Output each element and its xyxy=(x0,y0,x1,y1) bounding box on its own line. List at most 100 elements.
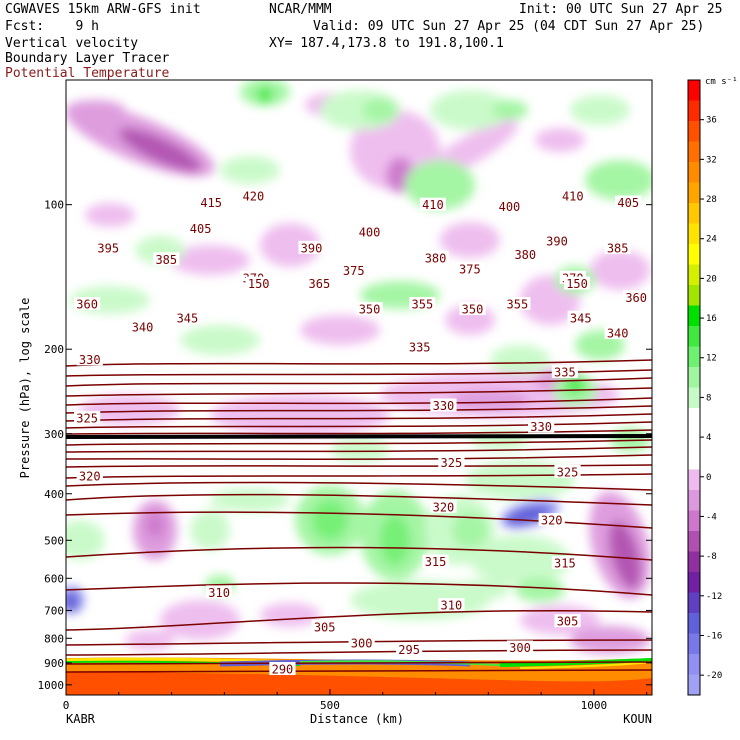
theta-label-bg xyxy=(419,197,447,211)
colorbar: 36 32 28 24 20 16 12 8 4 0 -4 -8 -12 -16 -20 xyxy=(687,79,722,696)
colorbar-label: -16 xyxy=(706,631,722,641)
colorbar-swatch xyxy=(688,674,700,696)
theta-label-bg xyxy=(205,585,233,599)
theta-label: 305 xyxy=(314,620,336,634)
y-tick-label: 200 xyxy=(44,343,64,356)
colorbar-swatch xyxy=(688,490,700,511)
theta-label-bg xyxy=(240,189,267,203)
theta-label-bg xyxy=(356,302,383,316)
colorbar-swatch xyxy=(688,469,700,491)
colorbar-swatch xyxy=(688,182,700,204)
theta-label-bg xyxy=(604,325,631,339)
colorbar-swatch xyxy=(688,654,700,675)
init-time: Init: 00 UTC Sun 27 Apr 25 xyxy=(519,2,723,17)
theta-label: 420 xyxy=(243,190,265,204)
theta-label: 290 xyxy=(272,663,294,677)
theta-label: 350 xyxy=(359,303,381,317)
theta-label-bg xyxy=(504,296,531,310)
theta-label: 380 xyxy=(514,248,536,262)
field-boundary-layer-tracer: Boundary Layer Tracer xyxy=(5,51,170,66)
theta-label-bg xyxy=(298,240,325,254)
theta-label-bg xyxy=(559,189,586,203)
theta-label: 385 xyxy=(155,253,177,267)
forecast-hour: Fcst: 9 h xyxy=(5,19,99,34)
colorbar-swatch xyxy=(688,346,700,368)
field-vertical-velocity: Vertical velocity xyxy=(5,36,139,51)
theta-label-bg xyxy=(604,240,631,254)
colorbar-swatch xyxy=(688,203,700,224)
theta-label: 150 xyxy=(566,277,588,291)
theta-label: 405 xyxy=(190,222,212,236)
y-tick-label: 700 xyxy=(44,604,64,617)
theta-label-bg xyxy=(187,221,214,235)
theta-label: 340 xyxy=(132,321,154,335)
y-tick-label: 100 xyxy=(44,199,64,212)
colorbar-label: 12 xyxy=(706,354,717,364)
theta-label: 355 xyxy=(507,297,529,311)
theta-label-bg xyxy=(528,419,555,433)
theta-label-bg xyxy=(496,199,523,213)
theta-label-bg xyxy=(430,499,457,513)
right-endpoint-label: KOUN xyxy=(623,712,652,726)
colorbar-swatch xyxy=(688,613,700,634)
colorbar-swatch xyxy=(688,387,700,409)
theta-label-bg xyxy=(340,263,367,277)
theta-label-bg xyxy=(506,640,534,654)
field-potential-temperature: Potential Temperature xyxy=(5,66,170,81)
colorbar-swatch xyxy=(688,244,700,265)
theta-label-bg xyxy=(554,464,581,478)
theta-label: 405 xyxy=(617,196,639,210)
theta-label-bg xyxy=(422,554,449,568)
theta-label: 325 xyxy=(441,456,463,470)
valid-time: Valid: 09 UTC Sun 27 Apr 25 (04 CDT Sun … xyxy=(313,19,705,34)
theta-label: 295 xyxy=(398,643,420,657)
y-tick-label: 1000 xyxy=(38,679,65,692)
theta-label-bg xyxy=(551,364,578,378)
y-tick-label: 500 xyxy=(44,534,64,547)
theta-label: 150 xyxy=(248,277,270,291)
theta-label: 375 xyxy=(343,264,365,278)
y-axis-label: Pressure (hPa), log scale xyxy=(18,298,32,479)
theta-label-bg xyxy=(438,455,465,469)
colorbar-swatch xyxy=(688,80,700,101)
theta-label-bg xyxy=(615,195,642,209)
colorbar-swatch xyxy=(688,449,700,470)
theta-label-bg xyxy=(95,240,122,254)
theta-label-bg xyxy=(456,261,483,275)
x-tick-label: 0 xyxy=(63,699,70,712)
theta-label: 340 xyxy=(607,326,629,340)
colorbar-label: -8 xyxy=(706,552,717,562)
theta-label: 320 xyxy=(541,514,563,528)
theta-label: 400 xyxy=(359,225,381,239)
theta-label: 360 xyxy=(625,291,647,305)
colorbar-swatch xyxy=(688,633,700,655)
colorbar-label: 4 xyxy=(706,433,711,443)
theta-label-bg xyxy=(438,598,465,612)
theta-label: 350 xyxy=(462,303,484,317)
y-tick-label: 800 xyxy=(44,632,64,645)
theta-label-bg xyxy=(422,250,449,264)
theta-label: 415 xyxy=(200,196,222,210)
theta-label-bg xyxy=(269,662,296,676)
theta-label: 330 xyxy=(433,399,455,413)
theta-label-bg xyxy=(76,352,103,366)
y-tick-label: 400 xyxy=(44,488,64,501)
center-label: NCAR/MMM xyxy=(269,2,332,17)
theta-label-bg xyxy=(153,252,180,266)
theta-label: 380 xyxy=(425,251,447,265)
model-title: CGWAVES 15km ARW-GFS init xyxy=(5,2,201,17)
colorbar-swatch xyxy=(688,367,700,388)
theta-label: 320 xyxy=(79,469,101,483)
theta-label-bg xyxy=(74,296,101,310)
x-tick-label: 1000 xyxy=(581,699,608,712)
colorbar-swatch xyxy=(688,264,700,286)
theta-label-bg xyxy=(623,290,650,304)
y-tick-label: 300 xyxy=(44,428,64,441)
theta-label: 325 xyxy=(557,465,579,479)
theta-label: 390 xyxy=(546,234,568,248)
colorbar-swatch xyxy=(688,285,700,306)
theta-label: 400 xyxy=(499,200,521,214)
theta-label: 410 xyxy=(562,190,584,204)
colorbar-label: 20 xyxy=(706,274,717,284)
